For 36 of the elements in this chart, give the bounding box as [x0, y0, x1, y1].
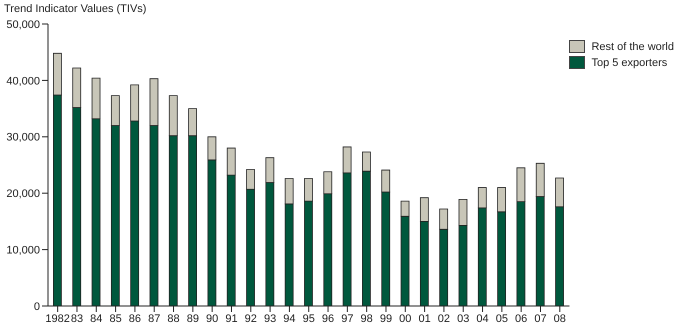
y-tick-label: 30,000 [6, 132, 40, 144]
x-tick-label: 05 [496, 312, 508, 325]
x-tick-label: 96 [322, 312, 334, 325]
y-tick-label: 50,000 [6, 18, 40, 31]
x-tick-label: 89 [186, 312, 199, 325]
x-tick-label: 97 [341, 312, 354, 325]
x-tick-label: 04 [476, 312, 489, 325]
x-tick-label: 92 [244, 312, 257, 325]
x-tick-label: 07 [534, 312, 547, 325]
x-tick-label: 91 [225, 312, 238, 325]
y-tick-label: 20,000 [6, 188, 40, 200]
x-tick-label: 98 [360, 312, 373, 325]
x-tick-label: 1982 [45, 312, 70, 325]
x-tick-label: 93 [264, 312, 276, 325]
legend-label: Top 5 exporters [591, 56, 668, 68]
y-tick-label: 0 [34, 300, 40, 313]
x-tick-label: 87 [148, 312, 160, 325]
x-tick-label: 85 [109, 312, 122, 325]
x-tick-label: 00 [399, 312, 412, 325]
legend-label: Rest of the world [591, 40, 674, 52]
x-tick-label: 90 [206, 312, 218, 325]
x-tick-label: 83 [70, 312, 84, 325]
x-tick-label: 06 [515, 312, 528, 325]
x-tick-label: 02 [438, 312, 450, 325]
y-tick-label: 40,000 [6, 75, 40, 88]
x-tick-label: 08 [554, 312, 566, 325]
x-tick-label: 94 [283, 312, 296, 325]
x-tick-label: 88 [167, 312, 180, 325]
x-tick-label: 01 [418, 312, 431, 325]
x-tick-label: 95 [302, 312, 315, 325]
y-tick-label: 10,000 [6, 244, 40, 257]
x-tick-label: 03 [457, 312, 470, 325]
x-tick-label: 99 [380, 312, 392, 325]
y-axis-title: Trend Indicator Values (TIVs) [4, 3, 146, 15]
x-tick-label: 84 [90, 312, 102, 325]
x-tick-label: 86 [128, 312, 142, 325]
